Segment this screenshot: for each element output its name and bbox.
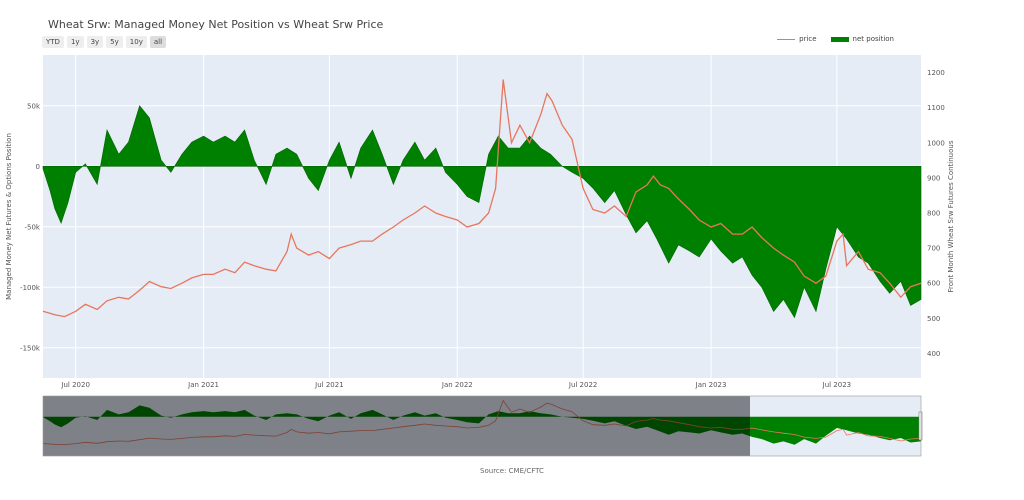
price-line (42, 79, 922, 318)
range-slider-mask (43, 396, 750, 456)
y2-axis-ticks: 1200 1100 1000 900 800 700 600 500 400 (927, 69, 945, 358)
x-tick-label: Jul 2020 (60, 381, 90, 389)
y-tick-label: -100k (20, 284, 41, 292)
legend: price net position (777, 35, 894, 43)
range-button-10y[interactable]: 10y (125, 36, 147, 48)
range-slider-handle[interactable] (918, 411, 923, 441)
range-button-3y[interactable]: 3y (86, 36, 104, 48)
y2-tick-label: 700 (927, 245, 940, 253)
y2-tick-label: 1200 (927, 69, 945, 77)
legend-swatch-net-position (830, 36, 849, 42)
y2-tick-label: 800 (927, 209, 940, 217)
x-axis-ticks: Jul 2020 Jan 2021 Jul 2021 Jan 2022 Jul 2022… (60, 381, 851, 389)
x-tick-label: Jan 2022 (441, 381, 473, 389)
y2-tick-label: 1000 (927, 139, 945, 147)
y-axis-ticks: 50k 0 -50k -100k -150k (20, 102, 41, 352)
x-tick-label: Jul 2021 (314, 381, 344, 389)
y2-tick-label: 600 (927, 280, 940, 288)
y2-axis-title: Front Month Wheat Srw Futures Continuous (947, 140, 955, 292)
y-tick-label: 50k (27, 102, 41, 110)
x-tick-label: Jul 2023 (822, 381, 852, 389)
range-button-all[interactable]: all (149, 36, 167, 48)
legend-swatch-price (777, 38, 796, 40)
range-slider-price-line (42, 399, 922, 446)
x-tick-label: Jan 2023 (695, 381, 727, 389)
range-selector: YTD 1y 3y 5y 10y all (42, 36, 167, 48)
y2-tick-label: 400 (927, 350, 940, 358)
legend-label-price: price (799, 35, 817, 43)
range-slider[interactable] (42, 395, 923, 457)
y-tick-label: -150k (20, 344, 41, 352)
chart-title: Wheat Srw: Managed Money Net Position vs… (48, 18, 384, 31)
range-button-5y[interactable]: 5y (106, 36, 123, 48)
range-button-1y[interactable]: 1y (66, 36, 84, 48)
y2-tick-label: 900 (927, 174, 940, 182)
range-slider-border (42, 395, 922, 457)
y2-tick-label: 1100 (927, 104, 945, 112)
y-tick-label: -50k (25, 223, 41, 231)
legend-item-price[interactable]: price (777, 35, 817, 43)
y-tick-label: 0 (36, 163, 40, 171)
y-axis-title: Managed Money Net Futures & Options Posi… (5, 133, 13, 300)
x-tick-label: Jan 2021 (187, 381, 219, 389)
legend-item-net-position[interactable]: net position (830, 35, 894, 43)
legend-label-net-position: net position (852, 35, 894, 43)
y2-tick-label: 500 (927, 315, 940, 323)
x-tick-label: Jul 2022 (568, 381, 598, 389)
range-button-ytd[interactable]: YTD (42, 36, 64, 48)
net-position-area (42, 105, 922, 319)
range-slider-net-area (43, 405, 921, 445)
source-note: Source: CME/CFTC (480, 467, 544, 475)
